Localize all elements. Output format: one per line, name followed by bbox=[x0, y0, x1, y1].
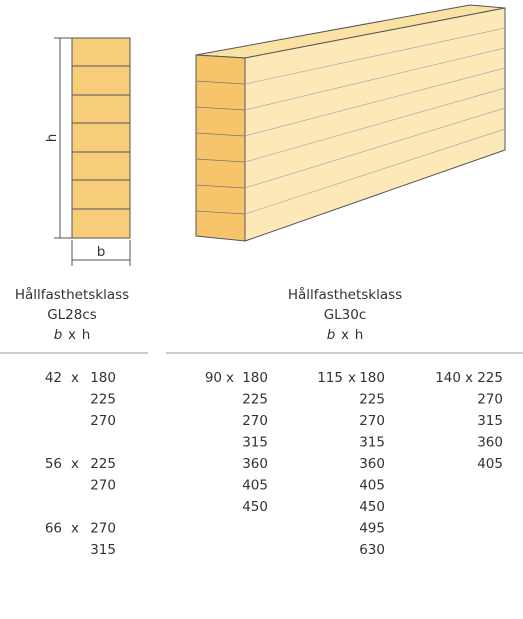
beam bbox=[195, 4, 506, 242]
header-title: Hållfasthetsklass bbox=[288, 286, 402, 303]
header-class: GL30c bbox=[324, 307, 367, 323]
height-value: 180 bbox=[90, 370, 116, 386]
height-value: 450 bbox=[359, 499, 385, 515]
header-times: x bbox=[341, 327, 349, 343]
cross-section bbox=[54, 37, 131, 266]
height-value: 270 bbox=[477, 392, 503, 408]
width-value: 66 bbox=[45, 521, 62, 537]
height-value: 360 bbox=[359, 456, 385, 472]
width-value: 90 bbox=[205, 370, 222, 386]
height-value: 225 bbox=[242, 392, 268, 408]
height-value: 270 bbox=[359, 413, 385, 429]
height-value: 270 bbox=[90, 478, 116, 494]
height-value: 315 bbox=[242, 435, 268, 451]
height-label: h bbox=[44, 134, 60, 143]
height-value: 405 bbox=[359, 478, 385, 494]
header-b: b bbox=[327, 327, 336, 343]
width-value: 56 bbox=[45, 456, 62, 472]
times: x bbox=[71, 521, 79, 537]
header-class: GL28cs bbox=[47, 307, 97, 323]
height-value: 315 bbox=[477, 413, 503, 429]
header-h: h bbox=[82, 327, 91, 343]
height-value: 180 bbox=[359, 370, 385, 386]
times: x bbox=[465, 370, 473, 386]
height-value: 405 bbox=[242, 478, 268, 494]
height-value: 405 bbox=[477, 456, 503, 472]
times: x bbox=[348, 370, 356, 386]
height-value: 360 bbox=[477, 435, 503, 451]
header-h: h bbox=[355, 327, 364, 343]
height-value: 225 bbox=[477, 370, 503, 386]
height-value: 315 bbox=[359, 435, 385, 451]
header-times: x bbox=[68, 327, 76, 343]
width-value: 140 bbox=[435, 370, 461, 386]
header-title: Hållfasthetsklass bbox=[15, 286, 129, 303]
height-value: 630 bbox=[359, 542, 385, 558]
height-value: 270 bbox=[90, 521, 116, 537]
width-label: b bbox=[97, 244, 106, 260]
width-value: 42 bbox=[45, 370, 62, 386]
height-value: 225 bbox=[90, 456, 116, 472]
height-value: 315 bbox=[90, 542, 116, 558]
height-value: 270 bbox=[242, 413, 268, 429]
header-b: b bbox=[54, 327, 63, 343]
height-value: 225 bbox=[359, 392, 385, 408]
height-value: 180 bbox=[242, 370, 268, 386]
height-value: 495 bbox=[359, 521, 385, 537]
width-value: 115 bbox=[317, 370, 343, 386]
height-value: 450 bbox=[242, 499, 268, 515]
height-value: 360 bbox=[242, 456, 268, 472]
times: x bbox=[71, 456, 79, 472]
height-value: 270 bbox=[90, 413, 116, 429]
height-value: 225 bbox=[90, 392, 116, 408]
times: x bbox=[71, 370, 79, 386]
times: x bbox=[226, 370, 234, 386]
